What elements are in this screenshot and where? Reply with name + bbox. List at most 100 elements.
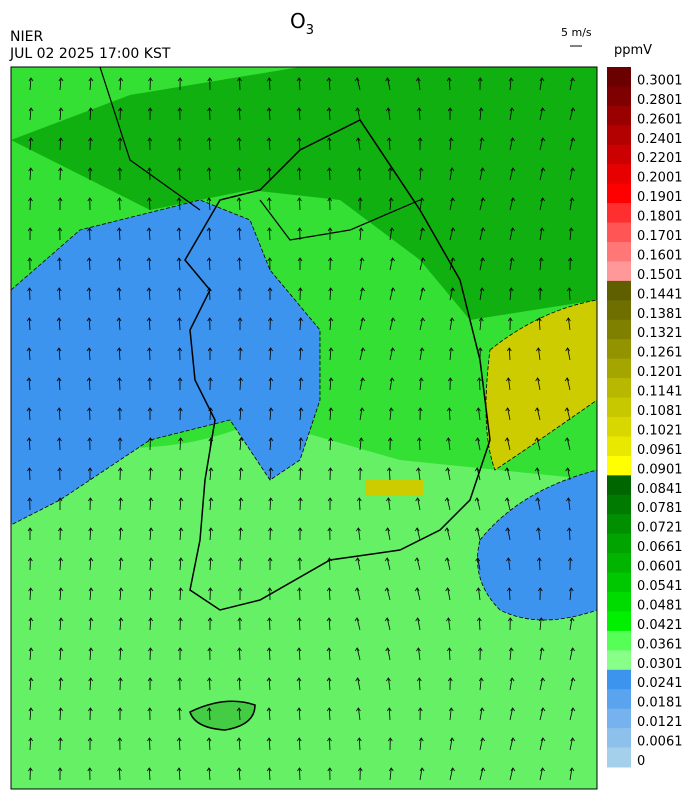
colorbar-cell	[607, 436, 631, 456]
colorbar-label: 0.0241	[637, 676, 683, 691]
wind-arrow	[329, 558, 330, 570]
map	[11, 67, 597, 789]
colorbar-label: 0.0961	[637, 443, 683, 458]
colorbar-cell	[607, 592, 631, 612]
title-main: O	[290, 9, 306, 33]
colorbar-cell	[607, 689, 631, 709]
colorbar-cell	[607, 300, 631, 320]
vector-legend-label: 5 m/s	[561, 26, 592, 39]
colorbar-cell	[607, 67, 631, 87]
wind-arrow	[29, 288, 30, 300]
colorbar-cell	[607, 534, 631, 554]
colorbar-cell	[607, 611, 631, 631]
colorbar-cell	[607, 125, 631, 145]
wind-arrow	[119, 198, 120, 210]
colorbar-label: 0.0721	[637, 521, 683, 536]
colorbar-cell	[607, 106, 631, 126]
colorbar-label: 0.2601	[637, 112, 683, 127]
colorbar-cell	[607, 709, 631, 729]
colorbar-label: 0.2401	[637, 132, 683, 147]
wind-arrow	[119, 768, 120, 780]
colorbar-cell	[607, 748, 631, 768]
agency: NIER	[10, 29, 43, 45]
colorbar-cell	[607, 184, 631, 204]
colorbar-unit: ppmV	[614, 43, 652, 58]
colorbar-label: 0.0541	[637, 579, 683, 594]
colorbar-label: 0.0361	[637, 637, 683, 652]
colorbar-cell	[607, 223, 631, 243]
colorbar-label: 0.1021	[637, 423, 683, 438]
colorbar-label: 0.2801	[637, 93, 683, 108]
colorbar-cell	[607, 378, 631, 398]
colorbar-label: 0.0661	[637, 540, 683, 555]
colorbar-label: 0.0181	[637, 696, 683, 711]
colorbar-cell	[607, 728, 631, 748]
colorbar-label: 0.3001	[637, 73, 683, 88]
colorbar-cell	[607, 145, 631, 165]
colorbar-cell	[607, 417, 631, 437]
colorbar-label: 0.1441	[637, 287, 683, 302]
wind-arrow	[239, 648, 240, 660]
colorbar-cell	[607, 456, 631, 476]
wind-arrow	[89, 228, 90, 240]
colorbar: 0.3001 0.2801 0.2601 0.2401 0.2201 0.2001 0.19…	[607, 67, 683, 769]
colorbar-cell	[607, 86, 631, 106]
colorbar-cell	[607, 514, 631, 534]
colorbar-label: 0.0421	[637, 618, 683, 633]
colorbar-label: 0.0121	[637, 715, 683, 730]
colorbar-cell	[607, 573, 631, 593]
colorbar-label: 0.0841	[637, 482, 683, 497]
colorbar-label: 0.1701	[637, 229, 683, 244]
wind-arrow	[179, 708, 180, 720]
wind-arrow	[329, 738, 330, 750]
colorbar-cell	[607, 339, 631, 359]
wind-arrow	[59, 258, 60, 270]
wind-arrow	[179, 138, 180, 150]
colorbar-label: 0.0061	[637, 735, 683, 750]
colorbar-label: 0.1901	[637, 190, 683, 205]
wind-arrow	[209, 108, 210, 120]
colorbar-label: 0.1501	[637, 268, 683, 283]
colorbar-label: 0.2201	[637, 151, 683, 166]
colorbar-cell	[607, 242, 631, 262]
colorbar-cell	[607, 475, 631, 495]
colorbar-cell	[607, 553, 631, 573]
colorbar-label: 0.0901	[637, 462, 683, 477]
colorbar-cell	[607, 650, 631, 670]
title-subscript: 3	[306, 23, 314, 38]
colorbar-cell	[607, 495, 631, 515]
colorbar-label: 0.0481	[637, 598, 683, 613]
colorbar-label: 0.1381	[637, 307, 683, 322]
colorbar-cell	[607, 261, 631, 281]
colorbar-label: 0.0601	[637, 560, 683, 575]
title: O3	[290, 9, 314, 38]
colorbar-label: 0.1261	[637, 346, 683, 361]
wind-arrow	[299, 768, 300, 780]
wind-arrow	[149, 738, 150, 750]
colorbar-label: 0	[637, 754, 645, 769]
wind-arrow	[269, 618, 270, 630]
colorbar-cell	[607, 398, 631, 418]
colorbar-label: 0.2001	[637, 171, 683, 186]
wind-arrow	[149, 168, 150, 180]
wind-arrow	[209, 678, 210, 690]
colorbar-label: 0.0781	[637, 501, 683, 516]
colorbar-cell	[607, 320, 631, 340]
colorbar-cell	[607, 670, 631, 690]
colorbar-label: 0.1201	[637, 365, 683, 380]
colorbar-label: 0.1801	[637, 210, 683, 225]
datetime: JUL 02 2025 17:00 KST	[9, 46, 171, 62]
colorbar-label: 0.1601	[637, 248, 683, 263]
field-yellow-inland	[365, 480, 423, 496]
colorbar-cell	[607, 203, 631, 223]
colorbar-cell	[607, 631, 631, 651]
colorbar-label: 0.1141	[637, 385, 683, 400]
wind-arrow	[299, 588, 300, 600]
colorbar-cell	[607, 359, 631, 379]
colorbar-label: 0.1081	[637, 404, 683, 419]
colorbar-cell	[607, 164, 631, 184]
colorbar-cell	[607, 281, 631, 301]
colorbar-label: 0.0301	[637, 657, 683, 672]
colorbar-label: 0.1321	[637, 326, 683, 341]
